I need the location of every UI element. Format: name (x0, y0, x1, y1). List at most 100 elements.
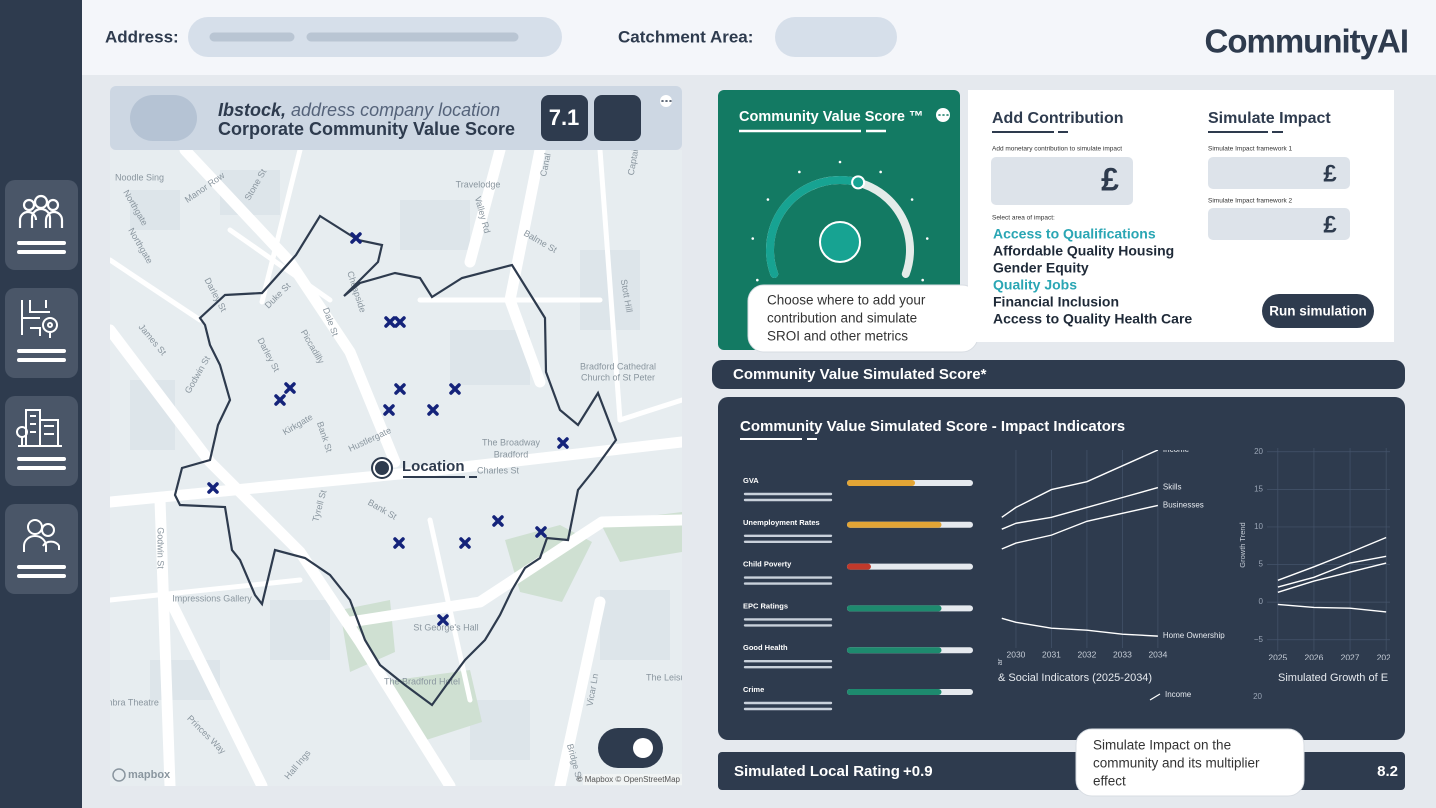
x-tick-label: 2034 (1148, 649, 1167, 659)
tooltip-line: contribution and simulate (767, 311, 917, 326)
map-attribution: © Mapbox © OpenStreetMap (577, 775, 681, 784)
map-label: Bradford Cathedral (580, 361, 656, 371)
indicator-placeholder (743, 576, 833, 585)
line-series (1277, 536, 1387, 581)
indicator-bar (847, 480, 916, 486)
gauge-dot (756, 278, 759, 282)
nav-button[interactable] (5, 396, 78, 486)
simulate-title: Simulate Impact (1208, 110, 1331, 127)
line-series (1277, 562, 1387, 594)
site-marker (350, 232, 362, 244)
contribution-input[interactable] (991, 157, 1133, 205)
map-label: Bradford (494, 449, 529, 459)
x-tick-label: 2033 (1113, 649, 1132, 659)
y-tick-label: 10 (1254, 522, 1263, 531)
map-label: Charles St (477, 465, 520, 475)
indicator-placeholder (743, 701, 833, 711)
tooltip-line: Choose where to add your (767, 293, 926, 308)
chart-title: Simulated Growth of E (1278, 672, 1388, 684)
framework-input[interactable] (1208, 157, 1350, 189)
impact-area[interactable]: Financial Inclusion (993, 294, 1119, 310)
logo: CommunityAI (1205, 23, 1409, 60)
score-card-title: Community Value Score ™ (739, 109, 924, 125)
gauge-dot (766, 198, 770, 201)
tooltip-line: SROI and other metrics (767, 329, 908, 344)
indicator-bar (847, 563, 871, 570)
catchment-label: Catchment Area: (618, 27, 753, 46)
impact-area[interactable]: Access to Qualifications (993, 226, 1156, 242)
company-name: Ibstock, (218, 100, 286, 120)
tooltip-line: community and its multiplier (1093, 756, 1260, 771)
indicator-name: Child Poverty (743, 560, 792, 569)
currency-symbol: £ (1323, 160, 1337, 187)
indicator-placeholder (743, 492, 833, 502)
rating-label: Simulated Local Rating (734, 763, 900, 780)
contribution-hint: Add monetary contribution to simulate im… (992, 146, 1122, 153)
indicator-name: Unemployment Rates (743, 518, 820, 527)
impact-area[interactable]: Quality Jobs (993, 277, 1077, 293)
tooltip: Choose where to add your contribution and… (747, 284, 979, 353)
plot-area: 2025 2026 2027 2028 (1267, 448, 1396, 662)
site-marker (492, 515, 504, 527)
gauge-dot (798, 170, 801, 174)
framework-input[interactable] (1208, 208, 1350, 240)
indicator-placeholder (743, 660, 833, 669)
run-button[interactable]: Run simulation (1262, 294, 1374, 328)
avatar-placeholder (130, 95, 197, 141)
x-tick-label: 2026 (1304, 652, 1323, 662)
indicator-placeholder (743, 618, 833, 627)
y-axis-label: ar (995, 658, 1004, 665)
currency-symbol: £ (1323, 211, 1337, 238)
catchment-boundary (173, 214, 618, 707)
x-tick-label: 2028 (1377, 652, 1396, 662)
tooltip-line: Simulate Impact on the (1093, 738, 1231, 753)
location-label: Location (402, 458, 465, 475)
impact-area[interactable]: Gender Equity (993, 260, 1089, 276)
indicator-bar (847, 605, 942, 612)
score-value: 7.1 (549, 105, 580, 130)
tooltip-line: effect (1093, 774, 1126, 789)
score-box-empty (594, 95, 641, 141)
indicators-panel (718, 397, 1405, 740)
nav-button[interactable] (5, 288, 78, 378)
indicators-title: Community Value Simulated Score - Impact… (740, 418, 1125, 435)
impact-area[interactable]: Access to Quality Health Care (993, 311, 1192, 327)
line-series (1277, 603, 1387, 613)
gauge-dot (910, 198, 914, 201)
impact-area[interactable]: Affordable Quality Housing (993, 243, 1174, 259)
more-menu[interactable] (660, 95, 672, 107)
attribution: mapbox © Mapbox © OpenStreetMap (112, 768, 682, 785)
map-label: Noodle Sing (115, 172, 164, 182)
series-label: Income (1163, 445, 1190, 454)
more-menu[interactable] (936, 108, 950, 122)
address-input[interactable] (188, 17, 562, 57)
map-label: St George's Hall (413, 622, 478, 632)
indicator-bar (847, 647, 942, 654)
gauge-dot (838, 160, 842, 164)
contribution-title: Add Contribution (992, 110, 1124, 127)
run-button-label[interactable]: Run simulation (1269, 304, 1367, 319)
toggle[interactable] (598, 728, 663, 768)
framework-label: Simulate Impact framework 2 (1208, 198, 1293, 205)
site-markers (207, 232, 569, 626)
gauge (751, 160, 929, 282)
address-label: Address: (105, 27, 179, 46)
site-marker (437, 614, 449, 626)
y-tick-label: −5 (1254, 635, 1264, 644)
nav-button[interactable] (5, 180, 78, 270)
site-marker (284, 382, 296, 394)
y-tick-label: 20 (1254, 447, 1263, 456)
site-marker (427, 404, 439, 416)
map-label: Impressions Gallery (172, 593, 252, 603)
mapbox-logo: mapbox (128, 769, 171, 781)
site-marker (393, 537, 405, 549)
nav-button[interactable] (5, 504, 78, 594)
catchment-input[interactable] (775, 17, 897, 57)
indicator-placeholder (743, 534, 833, 543)
indicator-name: Crime (743, 685, 764, 694)
tooltip: Simulate Impact on the community and its … (1075, 728, 1305, 797)
indicator-bar (847, 689, 942, 695)
map[interactable]: Noodle Sing Manor Row Stone St TravelodgeVa… (87, 144, 694, 786)
map-label: The Broadway (482, 437, 541, 447)
